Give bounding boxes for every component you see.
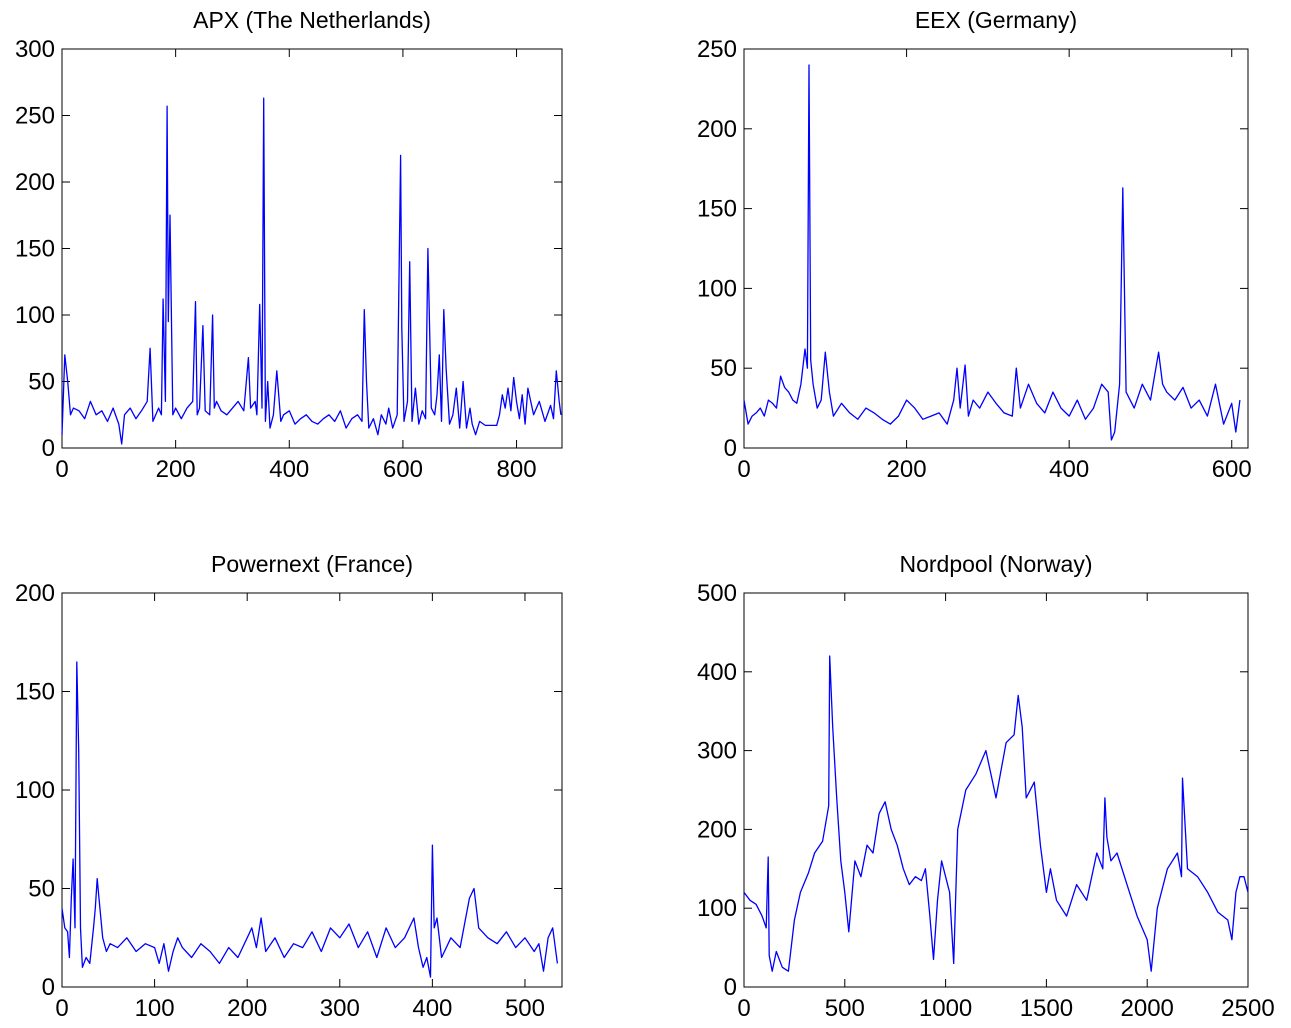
x-tick-label: 500 <box>825 995 865 1022</box>
x-tick-label: 400 <box>412 995 452 1022</box>
chart-title: APX (The Netherlands) <box>193 7 431 33</box>
y-tick-label: 0 <box>42 435 55 462</box>
y-tick-label: 0 <box>42 974 55 1001</box>
y-tick-label: 100 <box>15 777 55 804</box>
x-tick-label: 2500 <box>1221 995 1274 1022</box>
y-tick-label: 50 <box>28 876 55 903</box>
y-tick-label: 400 <box>697 659 737 686</box>
x-tick-label: 800 <box>497 456 537 483</box>
y-tick-label: 50 <box>28 369 55 396</box>
y-tick-label: 200 <box>15 169 55 196</box>
y-tick-label: 200 <box>697 116 737 143</box>
x-tick-label: 0 <box>55 456 68 483</box>
y-tick-label: 100 <box>15 302 55 329</box>
x-tick-label: 400 <box>269 456 309 483</box>
y-tick-label: 250 <box>697 36 737 63</box>
x-tick-label: 600 <box>1212 456 1252 483</box>
y-tick-label: 0 <box>724 974 737 1001</box>
axes-box <box>743 592 1249 988</box>
axes-box <box>61 592 563 988</box>
x-tick-label: 400 <box>1049 456 1089 483</box>
x-tick-label: 300 <box>320 995 360 1022</box>
chart-title: Nordpool (Norway) <box>899 551 1092 577</box>
y-tick-label: 0 <box>724 435 737 462</box>
chart-apx: 0 200 400 600 800 0 50 100 150 200 250 300 APX (The … <box>15 7 563 483</box>
x-tick-label: 1000 <box>919 995 972 1022</box>
x-tick-label: 500 <box>505 995 545 1022</box>
y-tick-label: 300 <box>697 738 737 765</box>
y-tick-label: 150 <box>15 679 55 706</box>
chart-nordpool: 0 500 1000 1500 2000 2500 0 100 200 300 400 500 Nord… <box>697 551 1275 1022</box>
x-tick-label: 200 <box>156 456 196 483</box>
chart-eex: 0 200 400 600 0 50 100 150 200 250 EEX (Germany) <box>697 7 1252 483</box>
x-tick-label: 100 <box>135 995 175 1022</box>
chart-title: EEX (Germany) <box>915 7 1077 33</box>
x-tick-label: 200 <box>887 456 927 483</box>
y-tick-label: 300 <box>15 36 55 63</box>
series-line <box>61 97 562 445</box>
series-line <box>743 64 1241 441</box>
y-tick-label: 500 <box>697 580 737 607</box>
y-tick-label: 150 <box>15 236 55 263</box>
x-tick-label: 600 <box>383 456 423 483</box>
y-tick-label: 100 <box>697 895 737 922</box>
chart-title: Powernext (France) <box>211 551 413 577</box>
y-tick-label: 150 <box>697 196 737 223</box>
axes-box <box>61 48 563 449</box>
x-tick-label: 1500 <box>1020 995 1073 1022</box>
axes-box <box>743 48 1249 449</box>
series-line <box>743 655 1249 972</box>
y-tick-label: 250 <box>15 103 55 130</box>
series-line <box>61 661 559 978</box>
y-tick-label: 200 <box>15 580 55 607</box>
y-tick-label: 200 <box>697 816 737 843</box>
x-tick-label: 0 <box>55 995 68 1022</box>
y-tick-label: 100 <box>697 275 737 302</box>
chart-powernext: 0 100 200 300 400 500 0 50 100 150 200 Powernext (F… <box>15 551 563 1022</box>
x-tick-label: 2000 <box>1121 995 1174 1022</box>
x-tick-label: 0 <box>737 995 750 1022</box>
x-tick-label: 0 <box>737 456 750 483</box>
x-tick-label: 200 <box>227 995 267 1022</box>
y-tick-label: 50 <box>710 355 737 382</box>
